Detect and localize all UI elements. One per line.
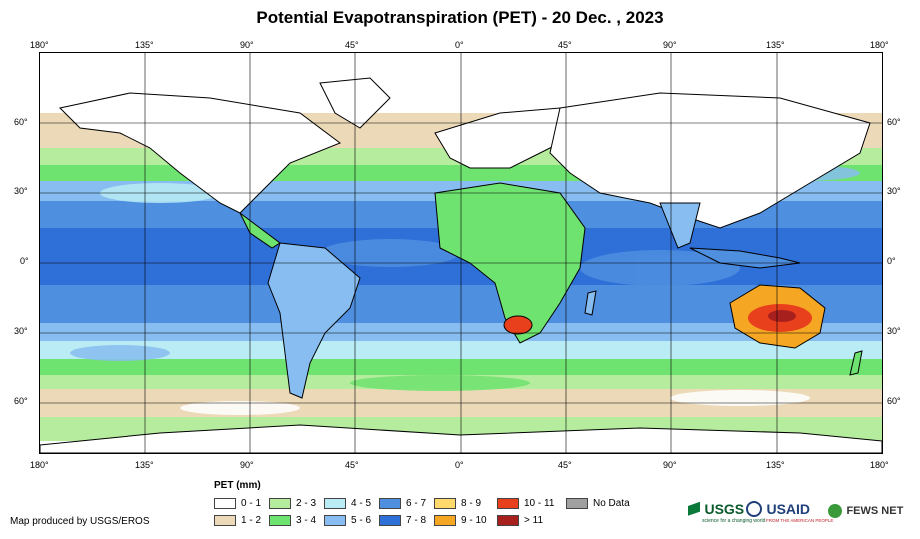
fews-net-logo: FEWS NET bbox=[828, 502, 903, 520]
legend-item: 9 - 10 bbox=[434, 515, 487, 527]
bottom-lon-label: 90° bbox=[663, 460, 677, 470]
legend-label: 10 - 11 bbox=[524, 498, 555, 509]
legend-item: 2 - 3 bbox=[269, 498, 316, 510]
right-lat-label: 30° bbox=[887, 326, 901, 336]
right-lat-label: 30° bbox=[887, 186, 901, 196]
left-lat-label: 0° bbox=[20, 256, 29, 266]
usaid-seal-icon bbox=[746, 500, 762, 517]
legend-item: 5 - 6 bbox=[324, 515, 371, 527]
legend-swatch bbox=[566, 498, 588, 509]
bottom-lon-label: 135° bbox=[135, 460, 154, 470]
bottom-lon-label: 45° bbox=[345, 460, 359, 470]
legend-swatch bbox=[434, 498, 456, 509]
bottom-lon-label: 0° bbox=[455, 460, 464, 470]
map-title: Potential Evapotranspiration (PET) - 20 … bbox=[256, 8, 664, 27]
legend-swatch bbox=[497, 498, 519, 509]
asia bbox=[549, 92, 871, 229]
usaid-tagline: FROM THE AMERICAN PEOPLE bbox=[766, 518, 834, 523]
usaid-wordmark: USAID bbox=[766, 500, 811, 517]
legend-label: 1 - 2 bbox=[241, 515, 262, 526]
usgs-tagline: science for a changing world bbox=[702, 518, 766, 524]
usaid-logo: USAID FROM THE AMERICAN PEOPLE bbox=[746, 500, 833, 523]
top-lon-label: 135° bbox=[766, 40, 785, 50]
legend-item: No Data bbox=[566, 498, 630, 510]
legend-label: 2 - 3 bbox=[296, 498, 317, 509]
legend-item: 10 - 11 bbox=[497, 498, 554, 510]
legend-swatch bbox=[214, 515, 236, 526]
left-lat-label: 60° bbox=[14, 396, 28, 406]
madagascar bbox=[584, 290, 597, 316]
legend-item: 4 - 5 bbox=[324, 498, 371, 510]
australia-core bbox=[768, 310, 796, 322]
top-lon-label: 135° bbox=[135, 40, 154, 50]
top-lon-label: 45° bbox=[345, 40, 359, 50]
blotch bbox=[180, 401, 300, 415]
left-lat-label: 30° bbox=[14, 326, 28, 336]
legend-swatch bbox=[214, 498, 236, 509]
legend-item: 0 - 1 bbox=[214, 498, 261, 510]
legend-swatch bbox=[324, 515, 346, 526]
top-lon-label: 45° bbox=[558, 40, 572, 50]
top-lon-label: 90° bbox=[240, 40, 254, 50]
fews-leaf-icon bbox=[828, 503, 842, 518]
bottom-lon-label: 180° bbox=[870, 460, 889, 470]
legend-label: 6 - 7 bbox=[406, 498, 427, 509]
legend-label: 7 - 8 bbox=[406, 515, 427, 526]
credit-text: Map produced by USGS/EROS bbox=[10, 516, 150, 527]
legend-swatch bbox=[497, 515, 519, 526]
india bbox=[659, 202, 701, 249]
top-lon-label: 180° bbox=[870, 40, 889, 50]
top-lon-label: 90° bbox=[663, 40, 677, 50]
left-lat-label: 60° bbox=[14, 117, 28, 127]
pet-map-svg bbox=[40, 53, 882, 453]
legend-label: 8 - 9 bbox=[461, 498, 482, 509]
legend-swatch bbox=[434, 515, 456, 526]
legend-label: 3 - 4 bbox=[296, 515, 317, 526]
legend-swatch bbox=[269, 515, 291, 526]
blotch bbox=[580, 250, 740, 286]
legend-swatch bbox=[269, 498, 291, 509]
legend-label: > 11 bbox=[524, 515, 543, 526]
graticule bbox=[40, 53, 882, 453]
fews-net-wordmark: FEWS NET bbox=[846, 504, 904, 517]
right-lat-label: 0° bbox=[887, 256, 896, 266]
legend-item: > 11 bbox=[497, 515, 543, 527]
bottom-lon-label: 180° bbox=[30, 460, 49, 470]
top-lon-label: 0° bbox=[455, 40, 464, 50]
blotch bbox=[670, 390, 810, 406]
legend-item: 8 - 9 bbox=[434, 498, 481, 510]
legend-label: 5 - 6 bbox=[351, 515, 372, 526]
top-lon-label: 180° bbox=[30, 40, 49, 50]
legend-swatch bbox=[379, 515, 401, 526]
southern-africa-hotspot bbox=[503, 315, 533, 335]
bottom-lon-label: 45° bbox=[558, 460, 572, 470]
new-zealand bbox=[849, 350, 863, 376]
left-lat-label: 30° bbox=[14, 186, 28, 196]
usgs-wordmark: USGS bbox=[704, 500, 745, 517]
legend-swatch bbox=[379, 498, 401, 509]
blotch bbox=[350, 375, 530, 391]
legend-item: 3 - 4 bbox=[269, 515, 316, 527]
legend-label: 4 - 5 bbox=[351, 498, 372, 509]
legend-label: 0 - 1 bbox=[241, 498, 262, 509]
right-lat-label: 60° bbox=[887, 396, 901, 406]
usgs-wave-icon bbox=[688, 501, 700, 516]
right-lat-label: 60° bbox=[887, 117, 901, 127]
legend-label: No Data bbox=[593, 498, 630, 509]
legend-item: 6 - 7 bbox=[379, 498, 426, 510]
south-america bbox=[267, 242, 361, 399]
bottom-lon-label: 135° bbox=[766, 460, 785, 470]
pet-map bbox=[39, 52, 883, 454]
usgs-logo: USGS science for a changing world bbox=[688, 500, 765, 524]
legend-item: 1 - 2 bbox=[214, 515, 261, 527]
blotch bbox=[70, 345, 170, 361]
legend-swatch bbox=[324, 498, 346, 509]
legend-title: PET (mm) bbox=[214, 480, 261, 491]
bottom-lon-label: 90° bbox=[240, 460, 254, 470]
legend-label: 9 - 10 bbox=[461, 515, 487, 526]
legend-item: 7 - 8 bbox=[379, 515, 426, 527]
